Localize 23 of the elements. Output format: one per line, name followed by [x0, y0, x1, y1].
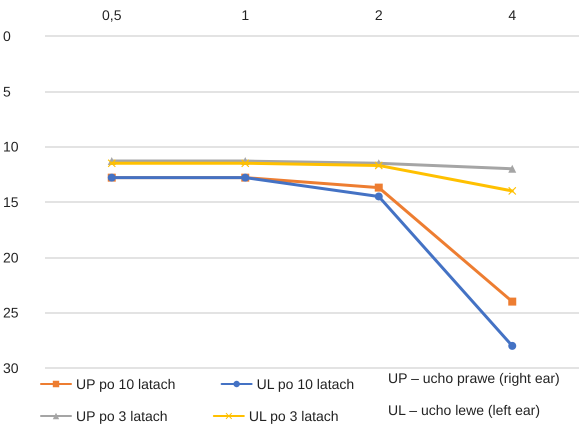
- x-tick-label: 2: [374, 7, 383, 23]
- y-tick-label: 0: [3, 28, 11, 44]
- text: UL – ucho lewe (left ear): [388, 402, 540, 418]
- point: [508, 164, 516, 173]
- point: [508, 298, 516, 306]
- legend-label: UP po 10 latach: [76, 376, 176, 392]
- y-tick-label: 5: [3, 83, 11, 100]
- y-tick-label: 20: [3, 249, 19, 266]
- y-tick-label: 10: [3, 138, 19, 155]
- legend-label: UL po 3 latach: [248, 408, 339, 424]
- point: [508, 342, 516, 350]
- y-tick-label: 25: [3, 304, 19, 321]
- legend-label: UL po 10 latach: [256, 376, 354, 392]
- point: [508, 186, 516, 195]
- y-tick-label: 30: [3, 360, 19, 376]
- point: [374, 184, 383, 192]
- text: UP – ucho prawe (right ear): [388, 370, 560, 386]
- x-tick-label: 4: [508, 7, 516, 23]
- legend-label: UP po 3 latach: [76, 408, 168, 424]
- x-tick-label: 1: [241, 7, 250, 23]
- point: [374, 192, 383, 200]
- x-tick-label: 0,5: [102, 7, 122, 23]
- y-tick-label: 15: [3, 194, 19, 210]
